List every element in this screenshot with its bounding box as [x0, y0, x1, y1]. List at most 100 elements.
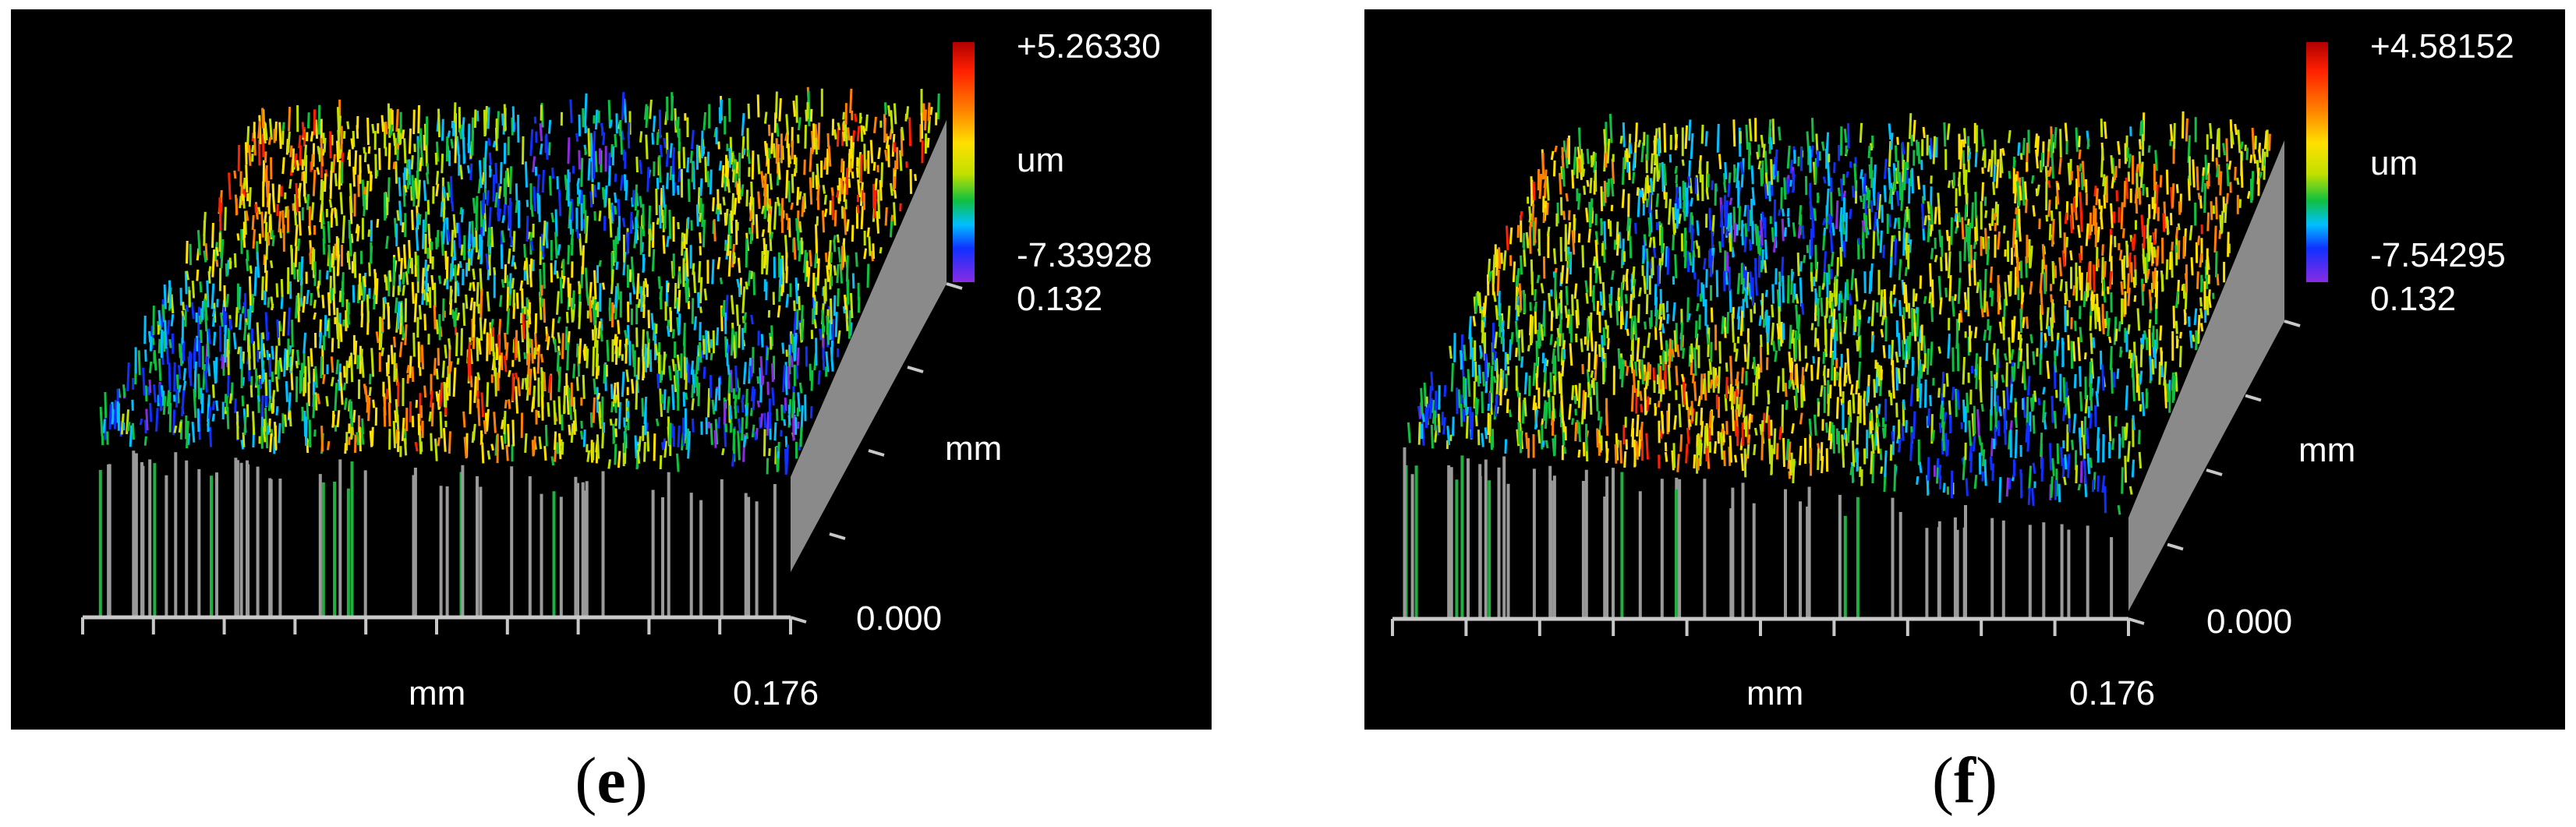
surface-mark — [1786, 178, 1791, 193]
surface-mark — [305, 416, 308, 446]
surface-mark — [151, 338, 155, 345]
surface-mark — [1855, 380, 1859, 395]
surface-mark — [246, 125, 250, 154]
surface-mark — [2003, 353, 2008, 361]
surface-mark — [2249, 154, 2253, 164]
surface-mark — [702, 219, 706, 248]
surface-mark — [245, 210, 249, 221]
surface-mark — [604, 185, 608, 207]
surface-mark — [1831, 352, 1834, 381]
surface-mark — [306, 193, 310, 210]
surface-mark — [1697, 433, 1700, 456]
surface-mark — [178, 365, 182, 380]
surface-mark — [2072, 413, 2077, 434]
surface-mark — [168, 391, 172, 415]
surface-mark — [501, 230, 505, 243]
surface-mark — [2007, 129, 2012, 143]
surface-mark — [596, 392, 601, 400]
surface-mark — [851, 273, 855, 289]
surface-mark — [241, 228, 245, 241]
surface-mark — [1813, 208, 1817, 221]
surface-mark — [856, 125, 861, 142]
surface-mark — [240, 440, 245, 450]
surface-mark — [757, 191, 761, 210]
surface-mark — [469, 163, 473, 181]
surface-mark — [1640, 359, 1644, 384]
surface-mark — [837, 246, 842, 263]
surface-mark — [309, 253, 312, 265]
surface-mark — [1759, 345, 1763, 373]
surface-mark — [2086, 453, 2091, 475]
surface-mark — [1654, 406, 1658, 416]
surface-mark — [2042, 387, 2046, 395]
surface-mark — [787, 376, 791, 390]
surface-mark — [737, 183, 741, 203]
surface-mark — [748, 210, 753, 221]
surface-mark — [1948, 414, 1952, 433]
surface-mark — [1522, 290, 1527, 313]
surface-mark — [780, 284, 784, 296]
surface-mark — [741, 286, 746, 313]
surface-mark — [671, 384, 675, 411]
surface-mark — [691, 384, 695, 398]
surface-mark — [659, 285, 663, 300]
surface-mark — [2050, 133, 2054, 158]
surface-mark — [1728, 172, 1732, 183]
surface-mark — [490, 319, 494, 328]
surface-mark — [396, 301, 401, 330]
surface-mark — [685, 428, 690, 451]
surface-mark — [1636, 338, 1640, 362]
surface-mark — [815, 137, 818, 155]
surface-mark — [2001, 374, 2005, 383]
surface-mark — [1566, 314, 1570, 328]
surface-mark — [1503, 387, 1508, 396]
surface-mark — [2090, 298, 2094, 311]
surface-mark — [1498, 290, 1501, 316]
surface-mark — [441, 154, 444, 174]
surface-mark — [365, 180, 370, 200]
surface-mark — [658, 155, 662, 183]
surface-mark — [202, 364, 207, 391]
surface-mark — [2199, 278, 2204, 292]
surface-mark — [1856, 415, 1859, 445]
surface-mark — [876, 210, 880, 234]
surface-mark — [1654, 326, 1658, 341]
surface-mark — [178, 421, 182, 433]
surface-mark — [642, 304, 646, 319]
surface-mark — [313, 312, 317, 320]
surface-mark — [717, 141, 720, 150]
surface-mark — [1481, 433, 1484, 447]
surface-mark — [384, 276, 388, 291]
surface-mark — [2226, 163, 2230, 186]
surface-mark — [1875, 218, 1880, 235]
x-max-label-e: 0.176 — [733, 674, 819, 712]
surface-mark — [291, 320, 294, 348]
surface-mark — [2070, 203, 2075, 230]
surface-mark — [222, 306, 226, 333]
surface-mark — [1686, 250, 1690, 273]
surface-mark — [1734, 420, 1738, 436]
surface-mark — [1644, 321, 1647, 330]
surface-mark — [1537, 248, 1541, 256]
surface-mark — [334, 173, 338, 186]
surface-mark — [267, 297, 271, 308]
surface-mark — [225, 294, 229, 308]
surface-mark — [310, 348, 313, 367]
surface-mark — [1901, 422, 1905, 441]
surface-mark — [840, 178, 844, 195]
surface-mark — [1890, 133, 1894, 150]
surface-mark — [2149, 355, 2153, 381]
surface-mark — [264, 151, 267, 163]
surface-mark — [816, 163, 820, 186]
surface-mark — [2069, 214, 2073, 234]
surface-mark — [1626, 160, 1629, 173]
surface-plot-f: +4.58152 um -7.54295 0.132 mm 0.000 mm 0… — [1364, 9, 2565, 730]
surface-mark — [1690, 343, 1694, 359]
surface-mark — [493, 412, 497, 433]
surface-mark — [1665, 246, 1668, 267]
surface-mark — [1923, 295, 1927, 305]
surface-mark — [724, 243, 728, 252]
surface-mark — [1838, 293, 1841, 311]
surface-mark — [1753, 444, 1757, 456]
surface-mark — [1697, 395, 1702, 407]
